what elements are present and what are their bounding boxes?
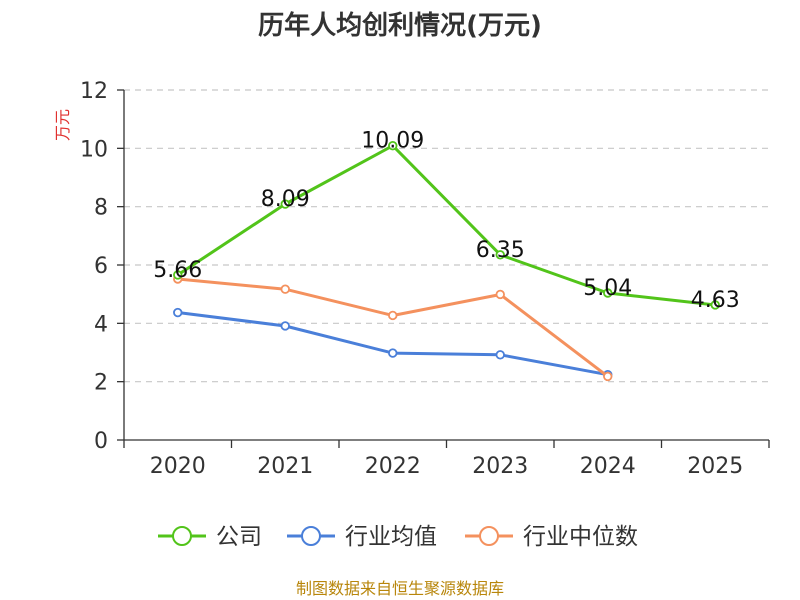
data-point: [388, 310, 398, 321]
series-line: [176, 144, 716, 307]
x-tick-label: 2020: [150, 454, 206, 479]
data-point: [173, 270, 183, 280]
grid-lines: [124, 89, 769, 383]
data-label: 8.09: [261, 187, 310, 212]
data-point: [495, 289, 505, 300]
x-tick-label: 2021: [257, 454, 313, 479]
legend-item[interactable]: 公司: [158, 524, 262, 550]
y-tick-label: 8: [94, 196, 108, 221]
source-note: 制图数据来自恒生聚源数据库: [296, 579, 504, 598]
data-label: 10.09: [361, 129, 424, 154]
y-tick-label: 12: [80, 79, 108, 104]
legend-marker: [479, 526, 499, 546]
y-tick-label: 6: [94, 254, 108, 279]
axes: 0 2 4 6 8 10 12 2020 2021 2022 2023 2024 2025: [80, 79, 770, 479]
data-label: 5.04: [583, 276, 632, 301]
legend-label: 行业中位数: [523, 524, 638, 550]
legend-marker: [172, 526, 192, 546]
y-tick-label: 2: [94, 371, 108, 396]
x-tick-label: 2024: [580, 454, 636, 479]
data-label: 4.63: [691, 288, 740, 313]
data-point: [603, 288, 613, 298]
y-tick-label: 0: [94, 429, 108, 454]
data-point: [710, 300, 720, 310]
data-point: [280, 199, 290, 209]
legend-item[interactable]: 行业均值: [287, 524, 437, 550]
data-label: 5.66: [153, 258, 202, 283]
x-tick-label: 2022: [365, 454, 421, 479]
x-tick-label: 2025: [687, 454, 743, 479]
data-point: [495, 350, 505, 360]
data-point: [280, 321, 290, 331]
legend-label: 公司: [216, 524, 262, 550]
data-point: [388, 141, 398, 151]
y-axis-label: 万元: [53, 109, 72, 141]
y-tick-label: 10: [80, 137, 108, 162]
legend-item[interactable]: 行业中位数: [465, 524, 638, 550]
chart-title: 历年人均创利情况(万元): [258, 10, 542, 41]
series-line: [177, 311, 609, 377]
data-point: [495, 250, 505, 260]
data-point: [388, 348, 398, 358]
x-tick-label: 2023: [472, 454, 528, 479]
legend[interactable]: 公司 行业均值 行业中位数: [158, 524, 638, 550]
data-label: 6.35: [476, 238, 525, 263]
legend-marker: [301, 526, 321, 546]
data-point: [603, 371, 613, 382]
data-point: [173, 307, 183, 318]
series-lines: 5.66 8.09 10.09 6.35 5.04 4.63: [153, 129, 740, 382]
data-point: [280, 284, 290, 294]
y-tick-label: 4: [94, 312, 108, 337]
legend-label: 行业均值: [345, 524, 437, 550]
